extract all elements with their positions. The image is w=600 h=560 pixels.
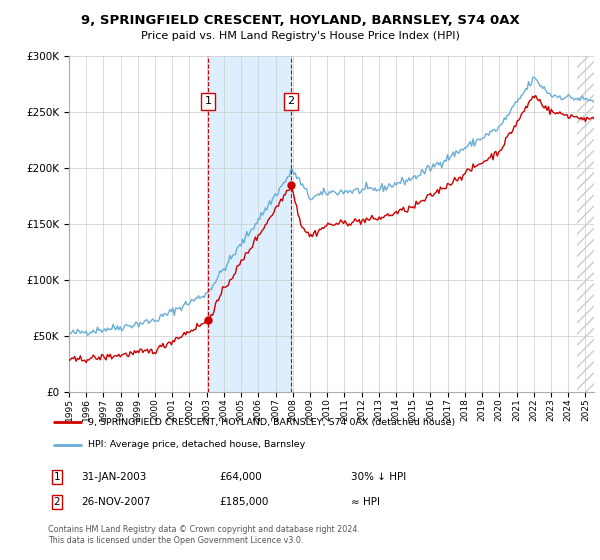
HPI: Average price, detached house, Barnsley: (2.02e+03, 2.39e+05): Average price, detached house, Barnsley:… xyxy=(498,121,505,128)
Text: £185,000: £185,000 xyxy=(219,497,268,507)
HPI: Average price, detached house, Barnsley: (2e+03, 6.94e+04): Average price, detached house, Barnsley:… xyxy=(158,311,165,318)
9, SPRINGFIELD CRESCENT, HOYLAND, BARNSLEY, S74 0AX (detached house) xyxy=(158,343,165,350)
9, SPRINGFIELD CRESCENT, HOYLAND, BARNSLEY, S74 0AX (detached house) xyxy=(65,357,73,364)
Line: 9, SPRINGFIELD CRESCENT, HOYLAND, BARNSLEY, S74 0AX (detached house): 9, SPRINGFIELD CRESCENT, HOYLAND, BARNSL… xyxy=(69,96,594,362)
Bar xyxy=(208,56,291,392)
Text: 1: 1 xyxy=(205,96,212,106)
Text: Contains HM Land Registry data © Crown copyright and database right 2024.
This d: Contains HM Land Registry data © Crown c… xyxy=(48,525,360,545)
Text: HPI: Average price, detached house, Barnsley: HPI: Average price, detached house, Barn… xyxy=(88,441,305,450)
Text: ≈ HPI: ≈ HPI xyxy=(351,497,380,507)
Text: Price paid vs. HM Land Registry's House Price Index (HPI): Price paid vs. HM Land Registry's House … xyxy=(140,31,460,41)
9, SPRINGFIELD CRESCENT, HOYLAND, BARNSLEY, S74 0AX (detached house) xyxy=(590,115,598,122)
9, SPRINGFIELD CRESCENT, HOYLAND, BARNSLEY, S74 0AX (detached house) xyxy=(532,92,539,99)
Text: 2: 2 xyxy=(287,96,295,106)
9, SPRINGFIELD CRESCENT, HOYLAND, BARNSLEY, S74 0AX (detached house) xyxy=(82,359,89,366)
HPI: Average price, detached house, Barnsley: (2.01e+03, 1.83e+05): Average price, detached house, Barnsley:… xyxy=(277,183,284,190)
Text: 9, SPRINGFIELD CRESCENT, HOYLAND, BARNSLEY, S74 0AX: 9, SPRINGFIELD CRESCENT, HOYLAND, BARNSL… xyxy=(80,14,520,27)
HPI: Average price, detached house, Barnsley: (2.02e+03, 2.14e+05): Average price, detached house, Barnsley:… xyxy=(449,148,457,155)
Text: 31-JAN-2003: 31-JAN-2003 xyxy=(81,472,146,482)
9, SPRINGFIELD CRESCENT, HOYLAND, BARNSLEY, S74 0AX (detached house) xyxy=(449,179,457,185)
Text: 26-NOV-2007: 26-NOV-2007 xyxy=(81,497,151,507)
HPI: Average price, detached house, Barnsley: (2e+03, 5.07e+04): Average price, detached house, Barnsley:… xyxy=(84,332,91,339)
9, SPRINGFIELD CRESCENT, HOYLAND, BARNSLEY, S74 0AX (detached house) xyxy=(277,195,284,202)
Text: 2: 2 xyxy=(53,497,61,507)
Text: 30% ↓ HPI: 30% ↓ HPI xyxy=(351,472,406,482)
Text: 9, SPRINGFIELD CRESCENT, HOYLAND, BARNSLEY, S74 0AX (detached house): 9, SPRINGFIELD CRESCENT, HOYLAND, BARNSL… xyxy=(88,418,455,427)
Bar xyxy=(577,56,594,392)
HPI: Average price, detached house, Barnsley: (2.02e+03, 2.7e+05): Average price, detached house, Barnsley:… xyxy=(524,86,531,93)
HPI: Average price, detached house, Barnsley: (2e+03, 5.29e+04): Average price, detached house, Barnsley:… xyxy=(65,329,73,336)
9, SPRINGFIELD CRESCENT, HOYLAND, BARNSLEY, S74 0AX (detached house) xyxy=(524,104,531,111)
HPI: Average price, detached house, Barnsley: (2.03e+03, 2.59e+05): Average price, detached house, Barnsley:… xyxy=(590,99,598,106)
9, SPRINGFIELD CRESCENT, HOYLAND, BARNSLEY, S74 0AX (detached house) xyxy=(272,204,279,211)
Text: £64,000: £64,000 xyxy=(219,472,262,482)
HPI: Average price, detached house, Barnsley: (2.01e+03, 1.77e+05): Average price, detached house, Barnsley:… xyxy=(272,190,279,197)
Text: 1: 1 xyxy=(53,472,61,482)
HPI: Average price, detached house, Barnsley: (2.02e+03, 2.81e+05): Average price, detached house, Barnsley:… xyxy=(530,74,538,81)
9, SPRINGFIELD CRESCENT, HOYLAND, BARNSLEY, S74 0AX (detached house) xyxy=(498,147,505,153)
Line: HPI: Average price, detached house, Barnsley: HPI: Average price, detached house, Barn… xyxy=(69,77,594,335)
